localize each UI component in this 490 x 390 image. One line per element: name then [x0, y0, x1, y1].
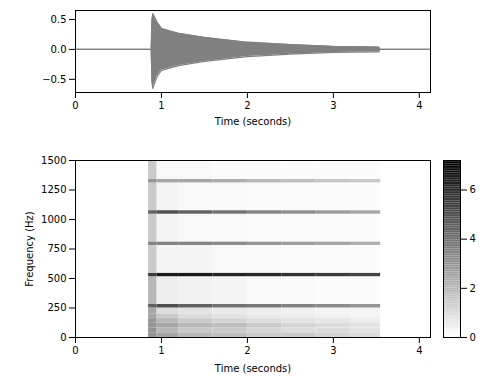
- svg-text:3: 3: [330, 100, 336, 111]
- svg-text:1000: 1000: [41, 214, 66, 225]
- svg-text:1: 1: [158, 345, 164, 356]
- svg-text:2: 2: [470, 283, 476, 294]
- svg-text:750: 750: [47, 243, 66, 254]
- svg-text:500: 500: [47, 273, 66, 284]
- svg-text:250: 250: [47, 302, 66, 313]
- svg-text:Frequency (Hz): Frequency (Hz): [24, 211, 35, 287]
- svg-text:4: 4: [416, 345, 422, 356]
- svg-text:Time (seconds): Time (seconds): [214, 116, 291, 127]
- svg-text:Time (seconds): Time (seconds): [214, 363, 291, 374]
- svg-text:6: 6: [470, 184, 476, 195]
- svg-text:0.0: 0.0: [51, 44, 67, 55]
- svg-text:4: 4: [470, 233, 476, 244]
- svg-text:1500: 1500: [41, 155, 66, 166]
- svg-text:0: 0: [72, 345, 78, 356]
- svg-text:0.5: 0.5: [51, 14, 67, 25]
- svg-text:0: 0: [72, 100, 78, 111]
- svg-text:4: 4: [416, 100, 422, 111]
- svg-text:3: 3: [330, 345, 336, 356]
- svg-text:2: 2: [244, 345, 250, 356]
- svg-text:0: 0: [60, 332, 66, 343]
- svg-text:−0.5: −0.5: [42, 74, 66, 85]
- svg-text:2: 2: [244, 100, 250, 111]
- svg-text:1250: 1250: [41, 184, 66, 195]
- svg-text:1: 1: [158, 100, 164, 111]
- svg-text:0: 0: [470, 332, 476, 343]
